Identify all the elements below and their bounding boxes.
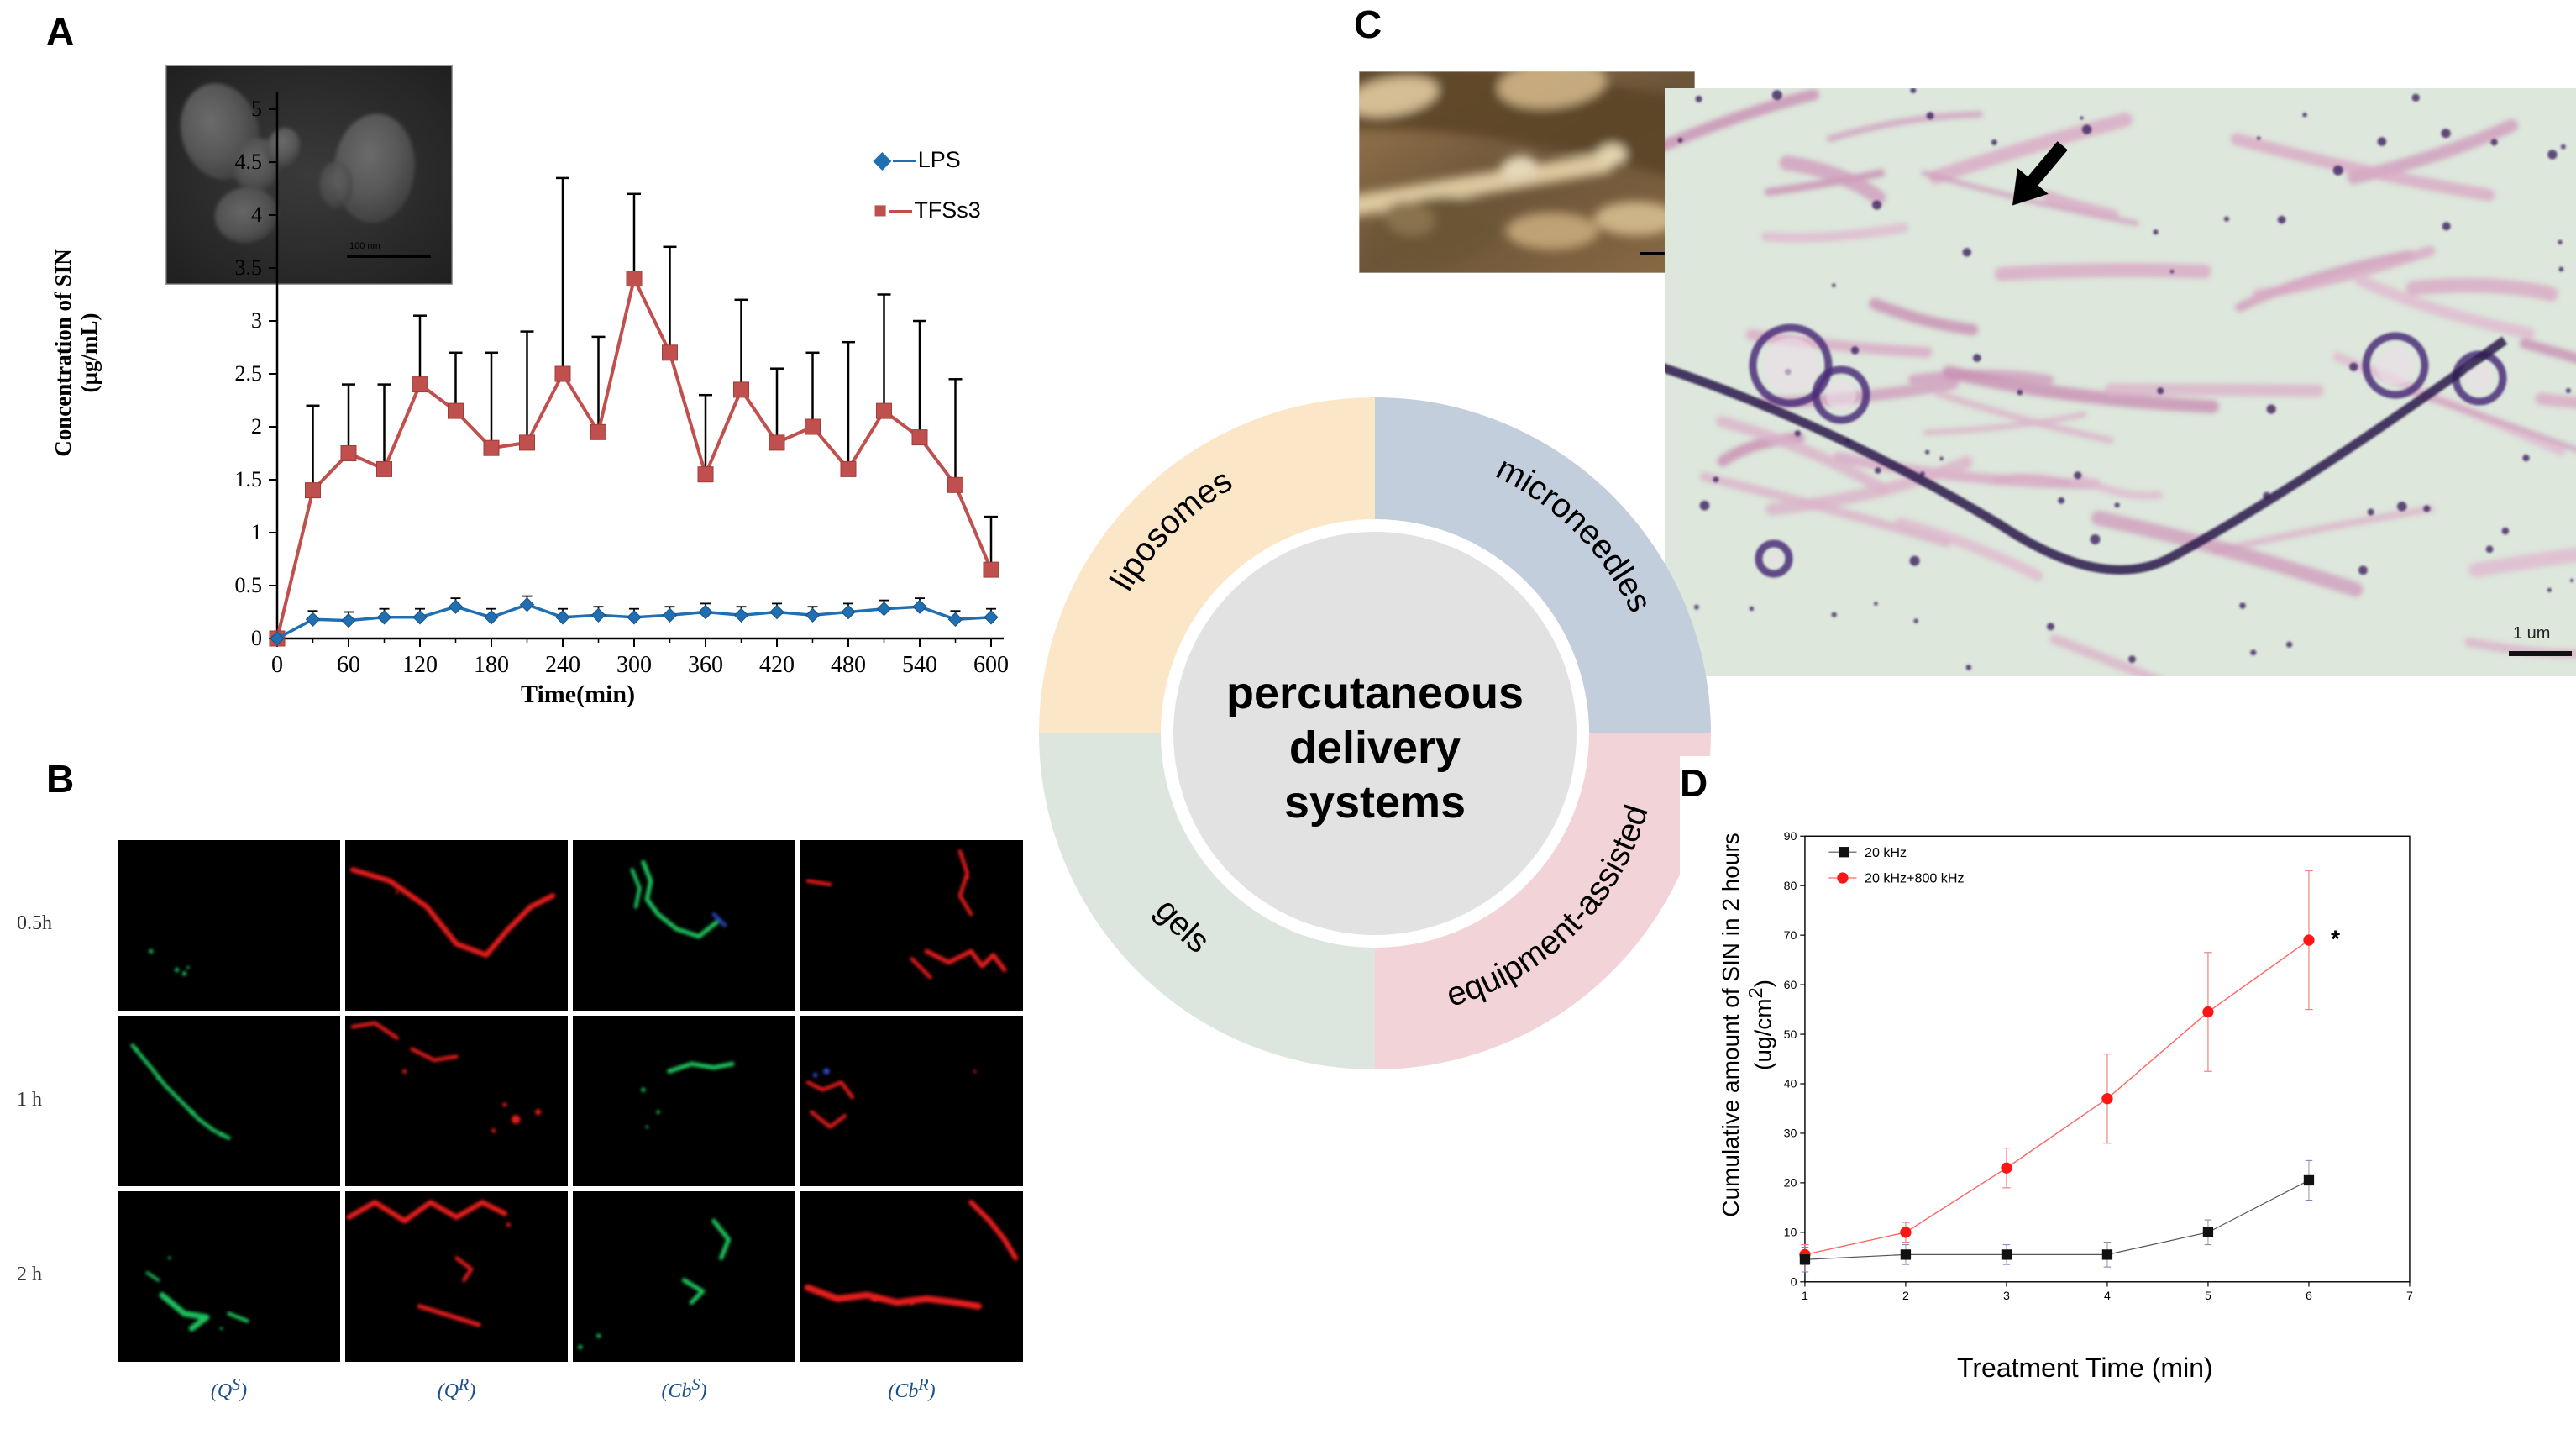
svg-text:540: 540 xyxy=(902,652,937,678)
svg-text:3: 3 xyxy=(2003,1290,2010,1303)
svg-text:30: 30 xyxy=(1784,1127,1797,1141)
svg-text:5: 5 xyxy=(2205,1290,2211,1303)
svg-text:480: 480 xyxy=(831,652,866,678)
svg-text:2.5: 2.5 xyxy=(235,361,263,386)
svg-text:7: 7 xyxy=(2406,1290,2413,1303)
svg-text:70: 70 xyxy=(1784,929,1797,943)
svg-text:percutaneous: percutaneous xyxy=(1226,668,1524,718)
svg-text:4.5: 4.5 xyxy=(235,150,263,174)
svg-text:60: 60 xyxy=(1784,979,1797,992)
svg-text:20 kHz+800 kHz: 20 kHz+800 kHz xyxy=(1865,871,1965,886)
svg-text:systems: systems xyxy=(1284,777,1466,828)
svg-text:60: 60 xyxy=(337,652,360,678)
svg-text:0: 0 xyxy=(251,626,262,650)
svg-text:4: 4 xyxy=(2104,1290,2111,1303)
svg-text:0: 0 xyxy=(271,652,283,678)
svg-text:2: 2 xyxy=(1902,1290,1909,1303)
svg-text:300: 300 xyxy=(616,652,652,678)
svg-text:3: 3 xyxy=(251,308,262,333)
svg-text:80: 80 xyxy=(1784,880,1797,893)
svg-text:5: 5 xyxy=(251,97,262,121)
svg-text:180: 180 xyxy=(474,652,509,678)
svg-text:600: 600 xyxy=(973,652,1009,678)
svg-text:360: 360 xyxy=(688,652,723,678)
svg-text:3.5: 3.5 xyxy=(235,255,263,280)
svg-text:delivery: delivery xyxy=(1289,722,1461,773)
svg-text:10: 10 xyxy=(1784,1227,1797,1240)
svg-text:120: 120 xyxy=(402,652,438,678)
svg-text:20 kHz: 20 kHz xyxy=(1865,845,1907,860)
svg-text:6: 6 xyxy=(2306,1290,2312,1303)
svg-text:1: 1 xyxy=(1802,1290,1808,1303)
svg-text:420: 420 xyxy=(759,652,795,678)
svg-text:40: 40 xyxy=(1784,1078,1797,1091)
svg-text:4: 4 xyxy=(251,202,262,227)
svg-text:1: 1 xyxy=(251,520,262,544)
svg-text:1.5: 1.5 xyxy=(235,467,263,491)
svg-text:2: 2 xyxy=(251,414,262,439)
svg-text:90: 90 xyxy=(1784,830,1797,843)
svg-text:0.5: 0.5 xyxy=(235,573,263,597)
svg-text:*: * xyxy=(2331,927,2341,954)
svg-text:240: 240 xyxy=(545,652,580,678)
svg-text:0: 0 xyxy=(1791,1276,1797,1290)
svg-text:20: 20 xyxy=(1784,1177,1797,1190)
svg-text:50: 50 xyxy=(1784,1028,1797,1042)
svg-text:1 um: 1 um xyxy=(2513,624,2550,643)
